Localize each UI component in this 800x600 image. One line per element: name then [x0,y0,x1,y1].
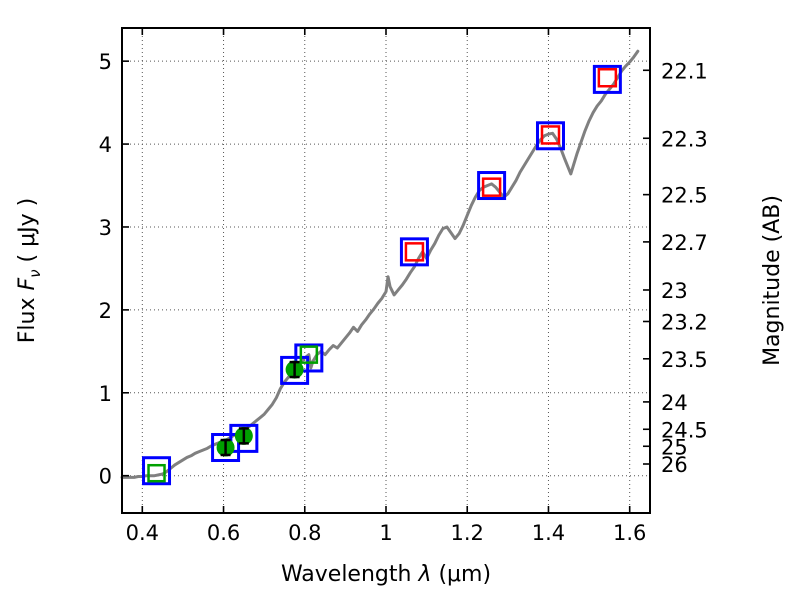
y2-tick-label: 24.5 [661,418,708,442]
y2-tick-label: 25 [661,435,688,459]
x-tick-label: 1.2 [451,521,484,545]
x-tick-label: 0.4 [126,521,159,545]
x-axis-title-word: Wavelength [281,562,419,587]
y-axis-title-word: Flux [15,290,40,343]
photometry-marker[interactable] [592,64,622,94]
y-tick-label: 4 [99,133,112,157]
y-axis-title-unit: ( μJy ) [15,198,40,270]
x-tick-label: 0.8 [288,521,321,545]
x-axis-title-symbol: λ [417,562,431,587]
x-tick-label: 1 [379,521,392,545]
photometry-series [147,345,319,483]
photometry-marker[interactable] [477,171,507,201]
y2-tick-label: 23.5 [661,348,708,372]
y2-tick-label: 23 [661,279,688,303]
y-tick-label: 2 [99,299,112,323]
photometry-marker[interactable] [597,67,618,88]
photometry-marker[interactable] [211,433,241,463]
x-tick-label: 1.6 [613,521,646,545]
y2-tick-label: 26 [661,453,688,477]
y-axis-title: Flux Fν ( μJy ) [15,198,44,343]
y2-tick-label: 24 [661,391,688,415]
x-axis-title: Wavelength λ (μm) [281,562,491,587]
y-tick-label: 3 [99,216,112,240]
model-point-marker[interactable] [147,463,166,483]
spectrum-curve [120,49,640,479]
photometry-marker[interactable] [142,456,172,486]
y2-axis-title: Magnitude (AB) [760,195,785,366]
y2-tick-label: 22.3 [661,127,708,151]
photometry-series [404,67,618,262]
y-axis-title-symbol: F [15,277,40,290]
y-tick-label: 5 [99,50,112,74]
photometry-marker[interactable] [294,343,324,373]
y2-tick-label: 22.1 [661,59,708,83]
x-tick-label: 0.6 [207,521,240,545]
x-axis-title-unit: (μm) [431,562,491,587]
x-tick-label: 1.4 [532,521,565,545]
photometry-marker[interactable] [229,423,259,453]
y-tick-label: 0 [99,465,112,489]
photometry-series [142,64,622,486]
y-tick-label: 1 [99,382,112,406]
photometry-marker[interactable] [535,121,565,151]
photometry-marker[interactable] [399,237,429,267]
model-point-marker[interactable] [299,345,319,364]
y-axis-title-subscript: ν [26,269,44,277]
photometry-marker[interactable] [404,242,425,262]
y2-tick-label: 22.5 [661,184,708,208]
photometry-marker[interactable] [481,177,502,197]
photometry-marker[interactable] [540,125,561,145]
y2-tick-label: 23.2 [661,310,708,334]
y2-tick-label: 22.7 [661,231,708,255]
